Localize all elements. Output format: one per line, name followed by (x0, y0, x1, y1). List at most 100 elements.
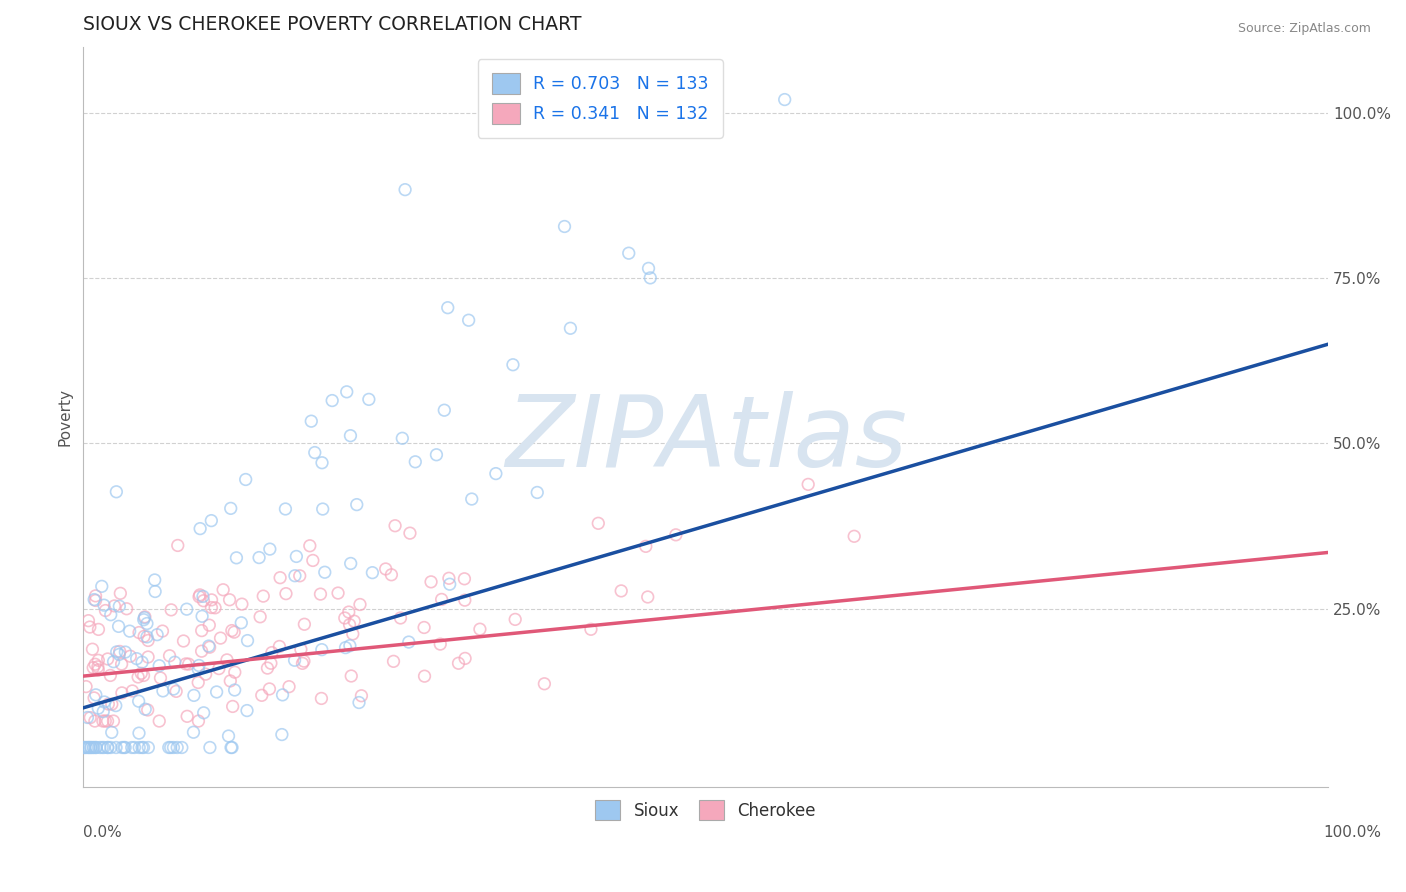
Point (79, 620, 101, 634)
Point (302, 553, 325, 567)
Point (97, 652, 120, 666)
Point (219, 501, 242, 516)
Point (298, 539, 321, 553)
Point (163, 655, 186, 669)
Point (84, 589, 107, 603)
Point (447, 657, 470, 671)
Point (347, 696, 370, 710)
Point (100, 725, 122, 739)
Point (149, 671, 172, 685)
Point (285, 549, 308, 564)
Point (83, 592, 105, 607)
Point (335, 640, 357, 655)
Point (103, 599, 125, 613)
Point (391, 431, 413, 445)
Point (97, 697, 120, 711)
Point (269, 571, 291, 585)
Point (797, 477, 820, 491)
Point (336, 384, 359, 399)
Point (309, 587, 332, 601)
Point (177, 657, 200, 672)
Point (82, 740, 104, 755)
Point (274, 587, 297, 601)
Point (188, 588, 211, 602)
Point (84, 688, 107, 702)
Point (79, 711, 101, 725)
Point (108, 644, 131, 658)
Point (357, 392, 380, 407)
Point (638, 271, 661, 285)
Text: 100.0%: 100.0% (1323, 825, 1382, 840)
Point (131, 655, 153, 669)
Point (125, 651, 148, 665)
Point (124, 740, 146, 755)
Point (420, 574, 443, 589)
Point (97, 714, 120, 728)
Point (143, 573, 166, 587)
Point (170, 740, 193, 755)
Text: ZIPAtlas: ZIPAtlas (505, 391, 907, 488)
Point (270, 727, 292, 741)
Point (554, 219, 576, 234)
Point (84, 740, 107, 755)
Point (104, 698, 127, 713)
Point (425, 448, 447, 462)
Point (100, 740, 122, 755)
Point (190, 644, 212, 658)
Point (128, 740, 150, 755)
Point (374, 562, 396, 576)
Point (152, 624, 174, 638)
Point (610, 583, 633, 598)
Point (394, 183, 416, 197)
Point (160, 603, 183, 617)
Point (259, 681, 281, 696)
Point (191, 590, 214, 604)
Point (146, 628, 169, 642)
Point (218, 592, 240, 607)
Point (404, 455, 426, 469)
Point (159, 648, 181, 663)
Point (110, 586, 132, 600)
Point (314, 566, 336, 580)
Point (224, 625, 246, 640)
Point (105, 645, 128, 659)
Point (98, 668, 121, 682)
Point (380, 567, 402, 582)
Point (76, 710, 98, 724)
Point (87, 623, 110, 637)
Point (221, 699, 243, 714)
Point (87, 701, 110, 715)
Point (136, 650, 159, 665)
Point (80, 740, 103, 755)
Point (187, 714, 209, 728)
Point (128, 694, 150, 708)
Point (278, 680, 301, 694)
Point (333, 611, 356, 625)
Point (75, 680, 97, 694)
Point (349, 598, 371, 612)
Point (127, 670, 149, 684)
Point (105, 740, 128, 755)
Point (269, 640, 291, 654)
Point (312, 502, 335, 516)
Point (439, 577, 461, 591)
Point (120, 649, 142, 664)
Point (249, 609, 271, 624)
Point (343, 614, 366, 628)
Point (844, 529, 866, 543)
Point (91, 740, 114, 755)
Point (87, 653, 110, 667)
Point (634, 539, 657, 553)
Point (136, 633, 159, 648)
Point (361, 566, 384, 580)
Point (231, 597, 253, 611)
Point (198, 740, 221, 755)
Point (579, 622, 602, 636)
Point (94, 603, 117, 617)
Text: 0.0%: 0.0% (83, 825, 122, 840)
Point (457, 313, 479, 327)
Point (588, 516, 610, 531)
Point (188, 590, 211, 604)
Point (83, 714, 105, 728)
Point (84, 593, 107, 607)
